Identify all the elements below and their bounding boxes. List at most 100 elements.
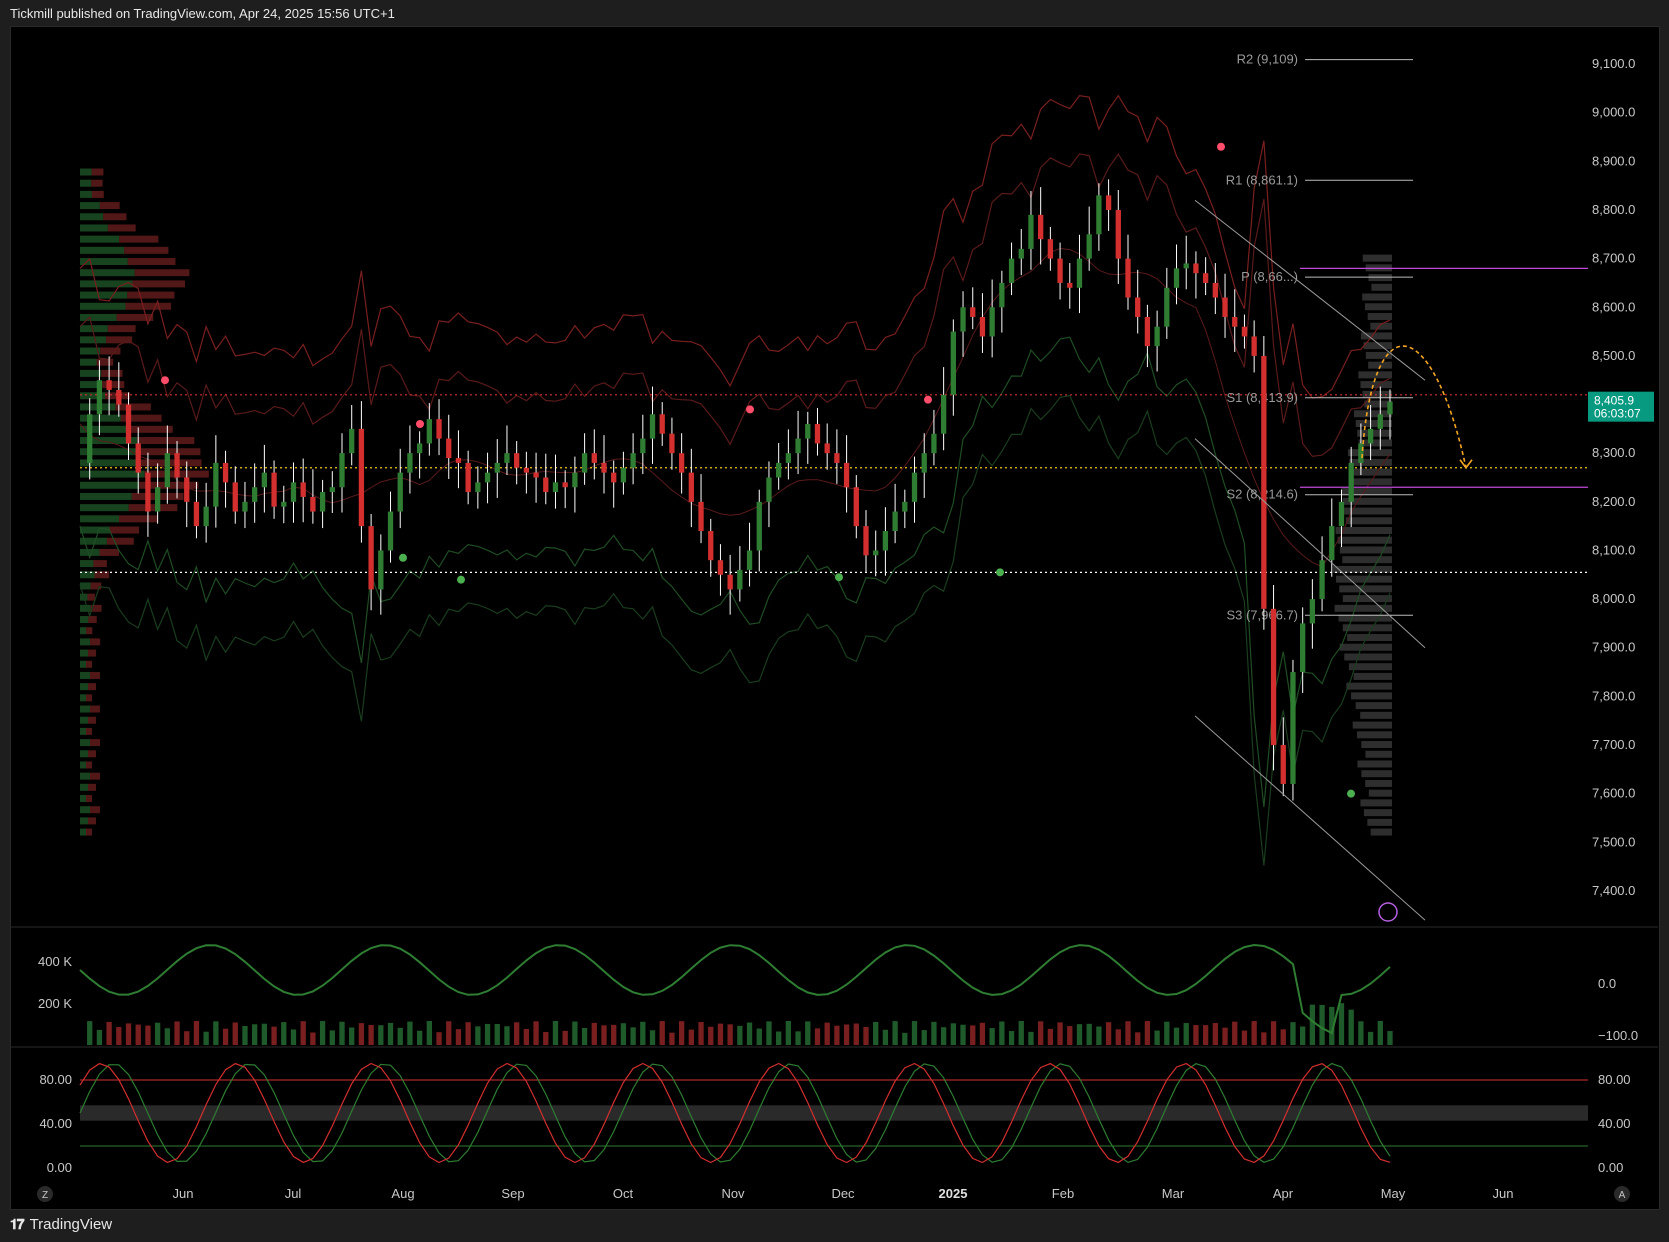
volume-profile-bar — [91, 179, 103, 187]
volume-profile-bar — [99, 202, 120, 210]
volume-profile-bar — [80, 582, 91, 590]
right-profile-bar — [1362, 254, 1392, 262]
candle-body — [222, 462, 229, 483]
candle-body — [484, 472, 491, 483]
volume-bar — [960, 1024, 966, 1045]
volume-profile-bar — [107, 224, 136, 232]
volume-bar — [232, 1022, 238, 1045]
right-profile-bar — [1364, 303, 1392, 311]
candle-body — [436, 419, 442, 439]
candle-body — [407, 453, 413, 473]
volume-bar — [436, 1032, 442, 1045]
candle-body — [1222, 297, 1228, 317]
volume-profile-bar — [80, 347, 101, 355]
right-profile-bar — [1360, 711, 1392, 719]
candle-body — [640, 438, 646, 454]
volume-bar — [882, 1029, 889, 1045]
volume-bar — [805, 1021, 811, 1045]
volume-bar — [1193, 1025, 1199, 1045]
right-profile-bar — [1368, 361, 1392, 369]
time-tick-label: Nov — [721, 1186, 745, 1201]
candle-body — [116, 389, 122, 405]
volume-profile-bar — [102, 381, 125, 389]
volume-bar — [989, 1028, 995, 1045]
volume-bar — [358, 1023, 365, 1045]
right-profile-bar — [1360, 381, 1392, 389]
signal-dot — [1347, 789, 1355, 798]
stochastic-pane: 80.00 40.00 0.00 80.00 40.00 0.00 — [39, 1062, 1631, 1175]
volume-bar — [310, 1032, 316, 1045]
time-tick-label: Apr — [1273, 1186, 1294, 1201]
volume-bar — [1125, 1021, 1131, 1045]
candle-body — [514, 453, 520, 468]
volume-bar — [426, 1021, 432, 1045]
candle-body — [873, 550, 879, 556]
volume-bar — [688, 1029, 694, 1045]
candle-body — [1067, 282, 1073, 288]
volume-bar — [940, 1027, 947, 1045]
candle-body — [979, 316, 986, 337]
volume-bar — [698, 1022, 704, 1045]
lower-band-inner — [79, 336, 1391, 808]
volume-profile-bar — [106, 336, 133, 344]
volume-bar — [1338, 1003, 1345, 1045]
candle-body — [135, 443, 141, 473]
volume-profile-bar — [80, 381, 103, 389]
candle-body — [1105, 195, 1112, 210]
volume-bar — [795, 1031, 801, 1045]
price-tick-label: 7,700.0 — [1592, 737, 1635, 752]
volume-bar — [261, 1023, 268, 1045]
volume-profile-bar — [86, 828, 92, 836]
candle-body — [659, 414, 665, 434]
volume-bar — [717, 1023, 724, 1045]
volume-profile-bar — [120, 414, 162, 422]
volume-profile-bar — [80, 179, 92, 187]
candle-body — [843, 462, 850, 488]
candle-body — [620, 467, 627, 483]
volume-bar — [193, 1021, 200, 1045]
volume-profile-bar — [91, 190, 104, 198]
volume-profile-bar — [80, 649, 89, 657]
volume-bar — [979, 1022, 986, 1045]
candle-body — [416, 443, 423, 454]
pivot-label: R1 (8,861.1) — [1226, 172, 1298, 187]
right-profile-bar — [1342, 497, 1392, 505]
volume-profile-bar — [115, 403, 151, 411]
right-profile-bar — [1346, 682, 1392, 690]
candle-body — [184, 477, 190, 502]
volume-bar — [1300, 1026, 1306, 1045]
candle-body — [601, 462, 607, 473]
volume-bar — [591, 1022, 597, 1045]
volume-bar — [252, 1024, 258, 1045]
candle-body — [1270, 608, 1277, 746]
volume-profile-bar — [80, 168, 92, 176]
volume-profile-bar — [96, 358, 114, 366]
candle-body — [824, 443, 830, 454]
candle-body — [911, 472, 918, 502]
volume-profile-bar — [80, 291, 128, 299]
volume-bar — [465, 1022, 471, 1045]
volume-bar — [1270, 1021, 1277, 1045]
volume-profile-bar — [128, 504, 178, 512]
oscillator-tick-label: 0.0 — [1598, 976, 1616, 991]
price-tick-label: 8,600.0 — [1592, 299, 1635, 314]
pivot-label: P (8,66...) — [1241, 269, 1298, 284]
volume-profile-bar — [80, 671, 91, 679]
volume-bar — [533, 1021, 539, 1045]
volume-profile-bar — [80, 213, 104, 221]
volume-profile-bar — [101, 369, 123, 377]
candle-body — [1057, 258, 1063, 283]
volume-bar — [145, 1025, 151, 1045]
time-tick-label: Jun — [1493, 1186, 1514, 1201]
time-tick-label: Jul — [285, 1186, 302, 1201]
right-profile-bar — [1361, 770, 1392, 778]
volume-bar — [1038, 1021, 1044, 1045]
countdown-value: 06:03:07 — [1594, 407, 1641, 421]
right-profile-bar — [1355, 419, 1392, 427]
stoch-tick-left: 0.00 — [47, 1160, 72, 1175]
volume-bar — [242, 1025, 248, 1045]
volume-profile-bar — [80, 750, 88, 758]
candle-body — [834, 453, 840, 463]
volume-profile-bar — [119, 235, 159, 243]
